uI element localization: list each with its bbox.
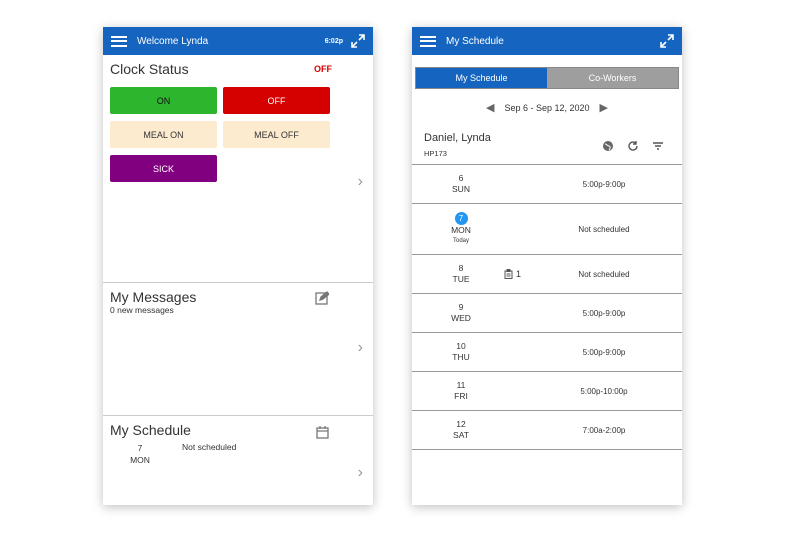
schedule-card[interactable]: My Schedule 7 MON Not scheduled › [103, 416, 373, 505]
clock-on-button[interactable]: ON [110, 87, 217, 114]
schedule-day-name: MON [130, 455, 150, 465]
app-bar-title: My Schedule [446, 35, 504, 47]
schedule-status: Not scheduled [182, 442, 237, 452]
messages-card[interactable]: My Messages 0 new messages › [103, 283, 373, 416]
clock-state-badge: OFF [314, 64, 332, 74]
messages-count: 0 new messages [110, 305, 174, 315]
employee-header: Daniel, Lynda HP173 [412, 120, 682, 165]
app-bar: Welcome Lynda 6:02p [103, 27, 373, 55]
chevron-right-icon[interactable]: › [357, 339, 363, 356]
schedule-screen: My Schedule My Schedule Co-Workers ◀ Sep… [412, 27, 682, 505]
day-number: 12 [456, 419, 466, 429]
date-range-label: Sep 6 - Sep 12, 2020 [504, 102, 590, 113]
chevron-right-icon[interactable]: › [357, 173, 363, 190]
filter-icon[interactable] [652, 140, 664, 152]
shift-time: 5:00p-9:00p [582, 308, 626, 318]
day-name: THU [452, 352, 470, 362]
today-badge: 7 [454, 211, 468, 225]
schedule-row[interactable]: 9 WED 5:00p-9:00p [412, 294, 682, 333]
day-number: 10 [456, 341, 466, 351]
day-number: 11 [456, 380, 466, 390]
shift-time: 5:00p-9:00p [582, 179, 626, 189]
menu-icon[interactable] [420, 35, 436, 47]
chevron-right-icon[interactable]: ▶ [599, 102, 608, 114]
shift-time: Not scheduled [578, 269, 630, 279]
expand-icon[interactable] [660, 34, 674, 48]
tab-my-schedule[interactable]: My Schedule [416, 68, 547, 88]
employee-name: Daniel, Lynda [424, 132, 491, 144]
sick-button[interactable]: SICK [110, 155, 217, 182]
globe-icon[interactable] [602, 140, 614, 152]
home-screen: Welcome Lynda 6:02p Clock Status OFF ON … [103, 27, 373, 505]
day-number: 8 [458, 263, 464, 273]
schedule-row[interactable]: 10 THU 5:00p-9:00p [412, 333, 682, 372]
date-range-nav: ◀ Sep 6 - Sep 12, 2020 ▶ [412, 101, 682, 114]
schedule-row[interactable]: 11 FRI 5:00p-10:00p [412, 372, 682, 411]
tab-bar: My Schedule Co-Workers [415, 67, 679, 89]
schedule-row[interactable]: 8 TUE 1 Not scheduled [412, 255, 682, 294]
refresh-icon[interactable] [627, 140, 639, 152]
shift-time: Not scheduled [578, 224, 630, 234]
note-indicator[interactable]: 1 [504, 269, 521, 279]
clock-status-title: Clock Status [110, 61, 189, 77]
chevron-left-icon[interactable]: ◀ [485, 102, 495, 114]
schedule-row[interactable]: 6 SUN 5:00p-9:00p [412, 165, 682, 204]
schedule-day-num: 7 [137, 443, 143, 453]
day-name: SUN [452, 184, 470, 194]
schedule-row[interactable]: 12 SAT 7:00a-2:00p [412, 411, 682, 450]
day-name: FRI [454, 391, 468, 401]
employee-id: HP173 [424, 149, 447, 158]
schedule-title: My Schedule [110, 422, 191, 438]
day-name: WED [451, 313, 471, 323]
shift-time: 7:00a-2:00p [582, 425, 626, 435]
day-number: 9 [458, 302, 464, 312]
day-name: MON [451, 224, 471, 235]
clock-status-card[interactable]: Clock Status OFF ON OFF MEAL ON MEAL OFF… [103, 55, 373, 283]
expand-icon[interactable] [351, 34, 365, 48]
shift-time: 5:00p-9:00p [582, 347, 626, 357]
shift-time: 5:00p-10:00p [580, 386, 628, 396]
schedule-row-today[interactable]: 7 MON Today Not scheduled [412, 204, 682, 255]
meal-on-button[interactable]: MEAL ON [110, 121, 217, 148]
calendar-icon[interactable] [316, 426, 329, 439]
chevron-right-icon[interactable]: › [357, 464, 363, 481]
note-count: 1 [516, 269, 522, 279]
day-name: TUE [452, 274, 470, 284]
edit-icon[interactable] [315, 291, 329, 305]
clock-off-button[interactable]: OFF [223, 87, 330, 114]
day-name: SAT [453, 430, 469, 440]
app-bar-title: Welcome Lynda [137, 35, 209, 47]
meal-off-button[interactable]: MEAL OFF [223, 121, 330, 148]
app-bar: My Schedule [412, 27, 682, 55]
today-label: Today [452, 237, 469, 244]
app-bar-time: 6:02p [324, 37, 343, 45]
schedule-list: 6 SUN 5:00p-9:00p 7 MON Today Not schedu… [412, 165, 682, 450]
messages-title: My Messages [110, 289, 197, 305]
tab-co-workers[interactable]: Co-Workers [547, 68, 678, 88]
day-number: 6 [458, 173, 464, 183]
menu-icon[interactable] [111, 35, 127, 47]
clipboard-icon [504, 269, 513, 279]
